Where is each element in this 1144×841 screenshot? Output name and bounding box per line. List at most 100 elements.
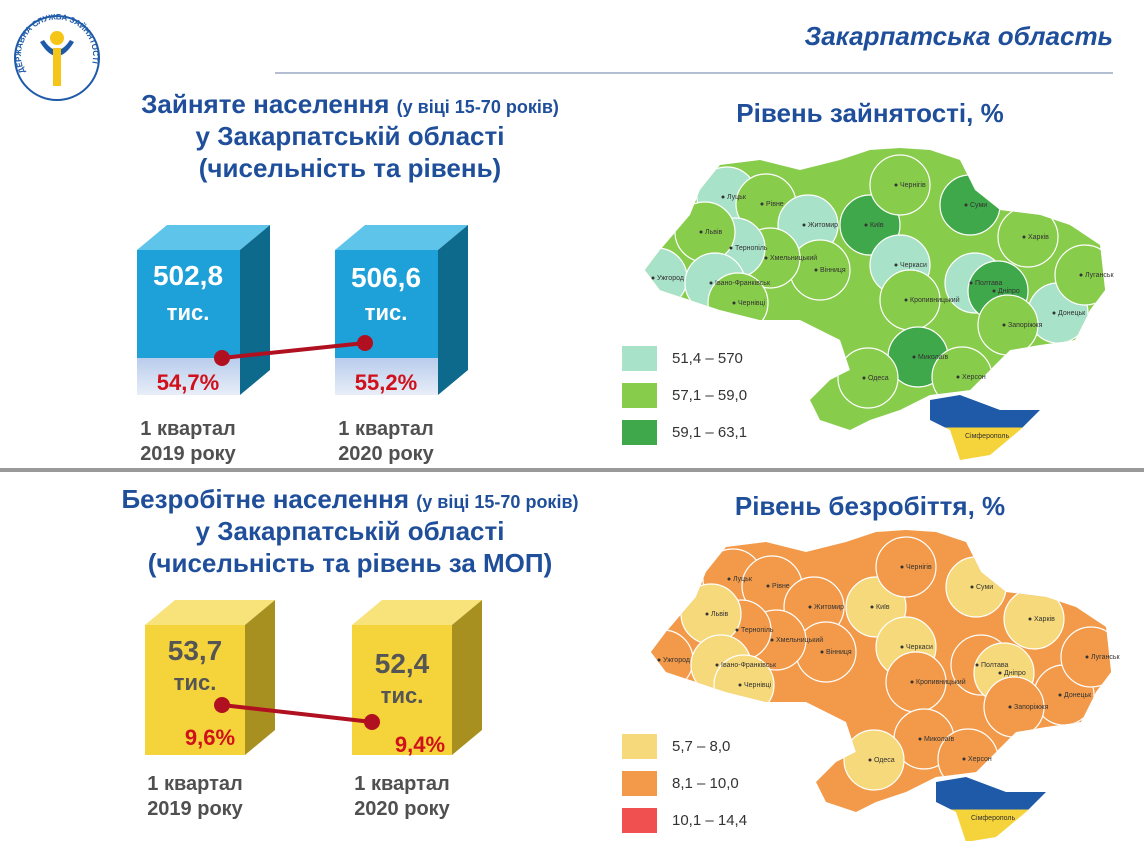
- city-dot: [738, 683, 742, 687]
- city-dot: [727, 577, 731, 581]
- city-dot: [705, 612, 709, 616]
- city-dot: [870, 605, 874, 609]
- city-label: Одеса: [868, 375, 889, 382]
- period-year: 2019 року: [140, 443, 236, 465]
- city-dot: [998, 671, 1002, 675]
- city-dot: [1085, 655, 1089, 659]
- value: 506,6: [351, 262, 421, 293]
- city-dot: [969, 281, 973, 285]
- dot: [214, 697, 230, 713]
- city-label: Харків: [1034, 615, 1055, 623]
- city-dot: [910, 680, 914, 684]
- unit: тис.: [365, 300, 408, 325]
- unit: тис.: [167, 300, 210, 325]
- region: [875, 536, 937, 598]
- legend-label: 8,1 – 10,0: [672, 775, 739, 792]
- period-year: 2019 року: [147, 798, 243, 820]
- legend-swatch: [622, 346, 657, 371]
- city-dot: [1028, 617, 1032, 621]
- city-dot: [760, 202, 764, 206]
- city-label: Сімферополь: [965, 432, 1009, 440]
- value: 52,4: [375, 648, 430, 679]
- connector: [221, 703, 373, 724]
- city-label: Луганськ: [1085, 272, 1114, 279]
- period: 1 квартал: [140, 418, 235, 440]
- period-year: 2020 року: [338, 443, 434, 465]
- city-dot: [956, 375, 960, 379]
- city-label: Житомир: [814, 604, 844, 611]
- crimea: [930, 395, 1040, 460]
- city-label: Київ: [876, 604, 890, 611]
- city-label: Черкаси: [900, 262, 927, 269]
- period: 1 квартал: [354, 773, 449, 795]
- city-label: Суми: [976, 584, 993, 591]
- city-label: Чернігів: [900, 181, 926, 189]
- city-label: Донецьк: [1058, 310, 1086, 317]
- legend-swatch: [622, 734, 657, 759]
- map-title: Рівень зайнятості, %: [736, 98, 1003, 128]
- city-dot: [1058, 693, 1062, 697]
- region: [843, 729, 905, 791]
- city-dot: [764, 256, 768, 260]
- city-dot: [766, 584, 770, 588]
- city-label: Хмельницький: [770, 254, 817, 262]
- city-label: Кропивницький: [910, 296, 960, 304]
- city-label: Дніпро: [1004, 669, 1026, 677]
- city-dot: [814, 268, 818, 272]
- section-title: (чисельність та рівень за МОП): [148, 548, 553, 578]
- legend-swatch: [622, 771, 657, 796]
- city-dot: [868, 758, 872, 762]
- city-label: Харків: [1028, 233, 1049, 241]
- section-title: (чисельність та рівень): [199, 153, 501, 183]
- region: [837, 347, 899, 409]
- city-label: Рівне: [766, 200, 784, 208]
- city-dot: [962, 757, 966, 761]
- box-side: [240, 225, 270, 395]
- city-label: Запоріжжя: [1014, 703, 1049, 711]
- city-dot: [894, 263, 898, 267]
- box-front: [352, 625, 452, 755]
- map-title: Рівень безробіття, %: [735, 491, 1005, 521]
- city-label: Чернігів: [906, 563, 932, 571]
- city-label: Сімферополь: [971, 814, 1015, 822]
- section-title: у Закарпатській області: [196, 516, 505, 546]
- city-dot: [900, 645, 904, 649]
- city-label: Івано-Франківськ: [715, 279, 771, 287]
- legend-swatch: [622, 420, 657, 445]
- city-label: Івано-Франківськ: [721, 661, 777, 669]
- box-top: [352, 600, 482, 625]
- rate: 9,6%: [185, 725, 235, 750]
- city-dot: [894, 183, 898, 187]
- city-dot: [820, 650, 824, 654]
- city-label: Полтава: [975, 280, 1003, 287]
- legend-swatch: [622, 383, 657, 408]
- city-label: Запоріжжя: [1008, 321, 1043, 329]
- section-title: у Закарпатській області: [196, 121, 505, 151]
- city-dot: [735, 628, 739, 632]
- legend-label: 59,1 – 63,1: [672, 424, 747, 441]
- city-label: Хмельницький: [776, 636, 823, 644]
- city-label: Одеса: [874, 757, 895, 764]
- map: Луцьк Рівне Житомир Київ Чернігів Суми Харків П…: [651, 530, 1120, 841]
- city-label: Вінниця: [820, 266, 846, 274]
- region: [1054, 244, 1105, 306]
- box-band: [335, 358, 438, 395]
- city-dot: [715, 663, 719, 667]
- period: 1 квартал: [147, 773, 242, 795]
- city-dot: [918, 737, 922, 741]
- city-dot: [657, 658, 661, 662]
- city-label: Львів: [705, 228, 723, 236]
- city-label: Миколаїв: [924, 736, 955, 743]
- city-dot: [651, 276, 655, 280]
- rate: 54,7%: [157, 370, 219, 395]
- city-dot: [900, 565, 904, 569]
- dot: [357, 335, 373, 351]
- city-label: Херсон: [968, 756, 992, 763]
- city-label: Донецьк: [1064, 692, 1092, 699]
- logo: ДЕРЖАВНА СЛУЖБА ЗАЙНЯТОСТІ: [14, 12, 100, 101]
- city-dot: [709, 281, 713, 285]
- city-dot: [802, 223, 806, 227]
- city-label: Луганськ: [1091, 654, 1120, 661]
- legend-label: 57,1 – 59,0: [672, 387, 747, 404]
